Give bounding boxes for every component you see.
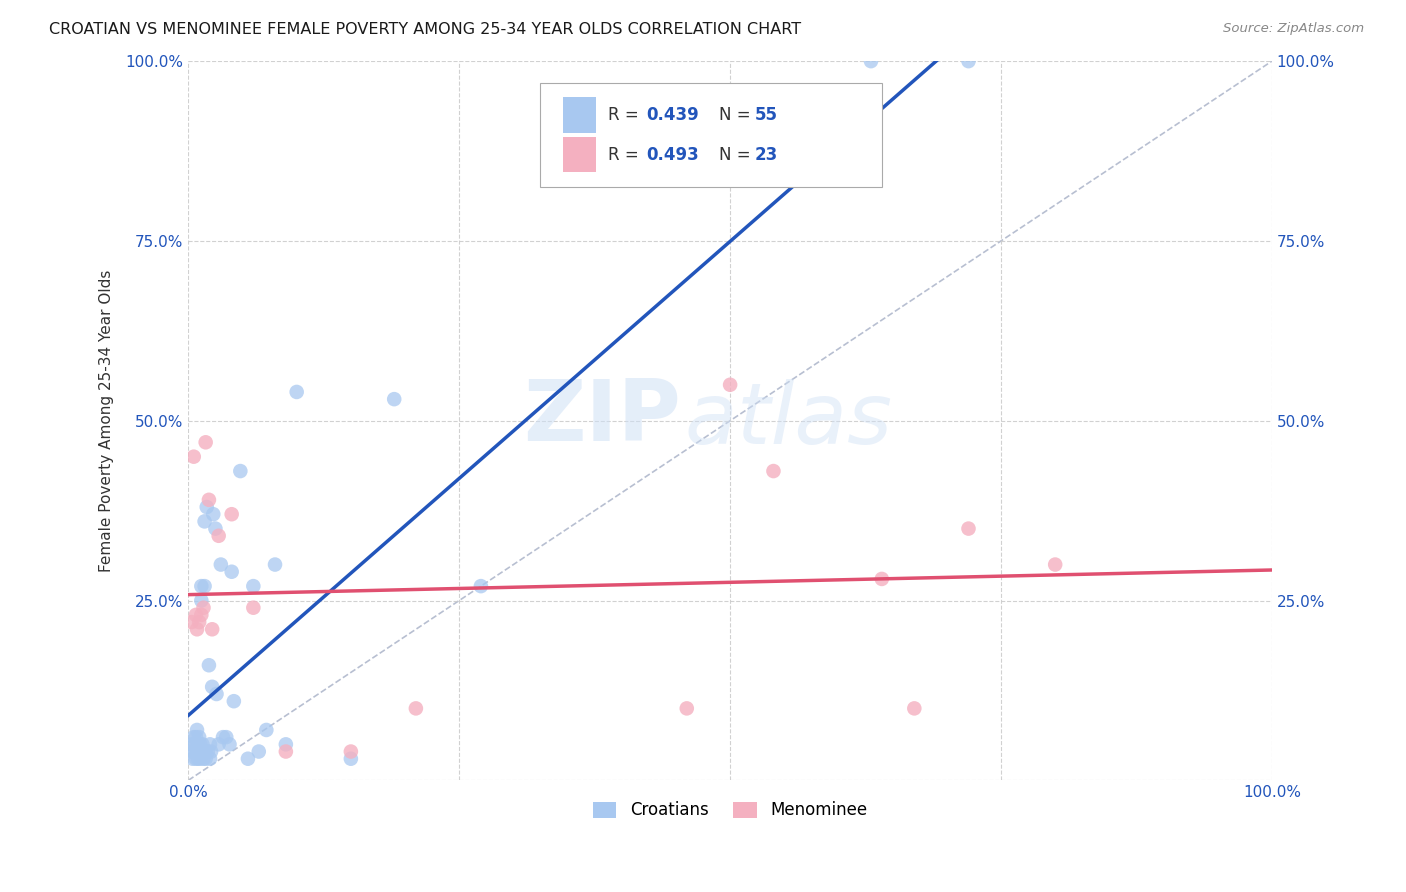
Point <box>198 737 221 751</box>
Text: R =: R = <box>607 106 644 124</box>
Text: R =: R = <box>607 145 644 163</box>
Point <box>215 730 238 744</box>
Point <box>180 737 202 751</box>
Text: ZIP: ZIP <box>523 376 682 458</box>
Point <box>470 579 492 593</box>
Point <box>181 752 204 766</box>
Point <box>242 600 264 615</box>
Text: 0.439: 0.439 <box>647 106 699 124</box>
Legend: Croatians, Menominee: Croatians, Menominee <box>586 795 875 826</box>
Point <box>208 737 231 751</box>
Point <box>190 593 212 607</box>
Point <box>184 607 207 622</box>
Y-axis label: Female Poverty Among 25-34 Year Olds: Female Poverty Among 25-34 Year Olds <box>100 269 114 572</box>
Point <box>188 737 211 751</box>
Point <box>242 579 264 593</box>
Point <box>285 384 308 399</box>
Point <box>188 730 211 744</box>
Point <box>221 507 243 521</box>
Point <box>274 737 297 751</box>
Point <box>197 745 219 759</box>
Point <box>340 752 363 766</box>
Point <box>193 600 215 615</box>
Point <box>198 658 221 673</box>
Point <box>195 500 218 514</box>
Point <box>201 680 224 694</box>
Point <box>186 745 208 759</box>
Point <box>205 687 228 701</box>
Point <box>184 737 207 751</box>
Point <box>675 701 697 715</box>
FancyBboxPatch shape <box>564 97 596 133</box>
Point <box>236 752 259 766</box>
Point <box>201 622 224 636</box>
Point <box>212 730 235 744</box>
Point <box>218 737 240 751</box>
Point <box>870 572 893 586</box>
Point <box>194 752 217 766</box>
Point <box>194 745 217 759</box>
Point <box>382 392 405 406</box>
Point <box>184 752 207 766</box>
Point <box>194 579 217 593</box>
FancyBboxPatch shape <box>564 136 596 172</box>
Point <box>187 737 209 751</box>
Point <box>254 723 277 737</box>
Point <box>957 522 980 536</box>
Point <box>340 745 363 759</box>
Point <box>209 558 232 572</box>
Point <box>221 565 243 579</box>
Point <box>264 558 287 572</box>
Text: atlas: atlas <box>685 379 893 462</box>
Point <box>198 492 221 507</box>
Point <box>191 737 214 751</box>
Point <box>208 529 231 543</box>
Point <box>188 752 211 766</box>
Text: Source: ZipAtlas.com: Source: ZipAtlas.com <box>1223 22 1364 36</box>
Text: 23: 23 <box>755 145 779 163</box>
Point <box>188 745 211 759</box>
Point <box>190 579 212 593</box>
Point <box>186 622 208 636</box>
Point <box>405 701 427 715</box>
Text: N =: N = <box>720 145 756 163</box>
Point <box>183 730 205 744</box>
Point <box>274 745 297 759</box>
Point <box>194 435 217 450</box>
Point <box>180 615 202 629</box>
Text: 0.493: 0.493 <box>647 145 699 163</box>
FancyBboxPatch shape <box>540 83 882 187</box>
Point <box>247 745 270 759</box>
Point <box>183 450 205 464</box>
Point <box>186 723 208 737</box>
Point <box>229 464 252 478</box>
Text: 55: 55 <box>755 106 778 124</box>
Point <box>191 745 214 759</box>
Point <box>903 701 925 715</box>
Point <box>859 54 882 69</box>
Point <box>188 615 211 629</box>
Point <box>1043 558 1066 572</box>
Point <box>202 507 225 521</box>
Point <box>193 752 215 766</box>
Point <box>198 752 221 766</box>
Point <box>957 54 980 69</box>
Point <box>190 607 212 622</box>
Text: N =: N = <box>720 106 756 124</box>
Point <box>187 752 209 766</box>
Point <box>204 522 226 536</box>
Point <box>179 745 201 759</box>
Point <box>718 377 741 392</box>
Point <box>184 745 207 759</box>
Point <box>194 515 217 529</box>
Point <box>184 730 207 744</box>
Point <box>222 694 245 708</box>
Text: CROATIAN VS MENOMINEE FEMALE POVERTY AMONG 25-34 YEAR OLDS CORRELATION CHART: CROATIAN VS MENOMINEE FEMALE POVERTY AMO… <box>49 22 801 37</box>
Point <box>762 464 785 478</box>
Point <box>200 745 222 759</box>
